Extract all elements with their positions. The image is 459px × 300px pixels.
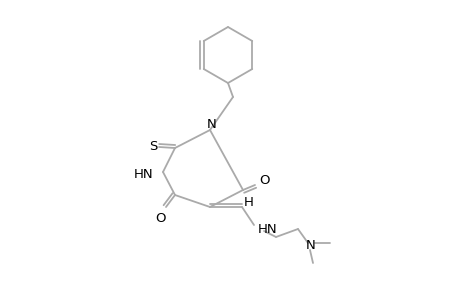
Text: O: O — [156, 212, 166, 226]
Text: HN: HN — [257, 224, 277, 236]
Text: O: O — [259, 173, 270, 187]
Text: S: S — [149, 140, 157, 152]
Text: HN: HN — [133, 167, 153, 181]
Text: N: N — [305, 239, 315, 253]
Text: N: N — [207, 118, 216, 130]
Text: H: H — [244, 196, 253, 209]
